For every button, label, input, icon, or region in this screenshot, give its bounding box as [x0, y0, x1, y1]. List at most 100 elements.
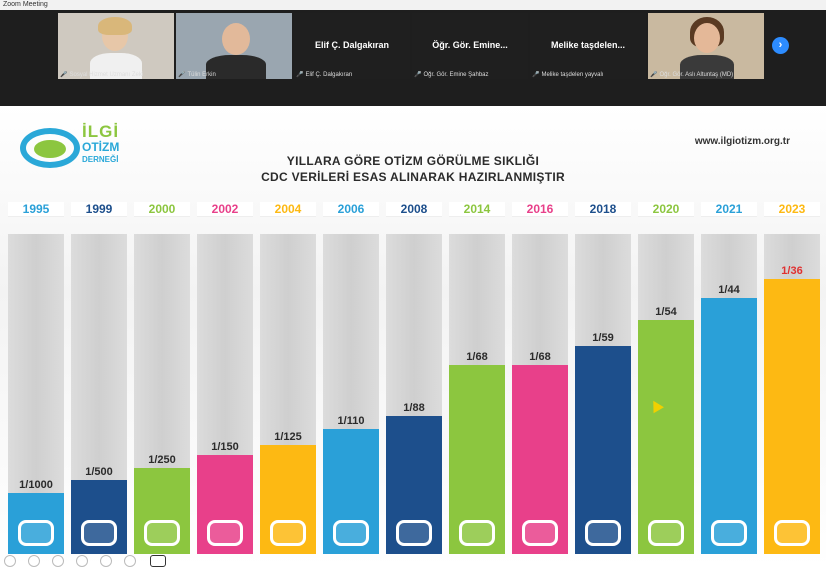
bar-column: 2004 1/125 [260, 202, 316, 554]
bar-track: 1/59 [575, 234, 631, 554]
bar-track: 1/54 [638, 234, 694, 554]
mic-muted-icon: 🎤 [60, 72, 68, 78]
bar-value-label: 1/68 [529, 351, 551, 363]
bar [134, 468, 190, 554]
logo-text-otizm: OTİZM [82, 140, 120, 154]
toolbar-button[interactable] [4, 555, 16, 567]
bar-value-label: 1/36 [781, 265, 803, 277]
year-label: 1995 [8, 202, 64, 217]
bar-column: 2000 1/250 [134, 202, 190, 554]
bar-track: 1/110 [323, 234, 379, 554]
participant-caption: 🎤 Tülin Erkin [178, 72, 216, 78]
bar [323, 429, 379, 554]
year-label: 2018 [575, 202, 631, 217]
toolbar-button[interactable] [28, 555, 40, 567]
toolbar-button[interactable] [76, 555, 88, 567]
year-label: 2021 [701, 202, 757, 217]
year-label: 1999 [71, 202, 127, 217]
year-label: 2008 [386, 202, 442, 217]
bar-track: 1/500 [71, 234, 127, 554]
bar-pill-marker [585, 520, 621, 546]
bar-column: 2021 1/44 [701, 202, 757, 554]
logo: İLGİ OTİZM DERNEĞİ [20, 120, 138, 170]
bar-pill-marker [144, 520, 180, 546]
year-label: 2004 [260, 202, 316, 217]
window-title: Zoom Meeting [3, 1, 48, 8]
bar-pill-marker [711, 520, 747, 546]
participant-caption: 🎤 Öğr. Gör. Emine Şahbaz [414, 72, 489, 78]
bar-value-label: 1/150 [211, 441, 239, 453]
video-camera-icon[interactable] [150, 555, 166, 567]
participant-body [90, 53, 142, 79]
window-titlebar: Zoom Meeting [0, 0, 826, 10]
toolbar-button[interactable] [100, 555, 112, 567]
bar-value-label: 1/59 [592, 332, 614, 344]
bar-pill-marker [270, 520, 306, 546]
participant-tile[interactable]: Melike taşdelen... 🎤 Melike taşdelen yayv… [530, 13, 646, 79]
bar-value-label: 1/88 [403, 402, 425, 414]
bar [575, 346, 631, 554]
bar-value-label: 1/68 [466, 351, 488, 363]
bar-column: 1999 1/500 [71, 202, 127, 554]
bar-column: 2014 1/68 [449, 202, 505, 554]
bar-track: 1/68 [449, 234, 505, 554]
toolbar-button[interactable] [52, 555, 64, 567]
bar-track: 1/1000 [8, 234, 64, 554]
year-label: 2020 [638, 202, 694, 217]
year-label: 2016 [512, 202, 568, 217]
participant-caption: 🎤 Sosyal Hizmet Uzmanı Zeki [60, 72, 144, 78]
bar-pill-marker [18, 520, 54, 546]
bar-value-label: 1/1000 [19, 479, 53, 491]
bar [8, 493, 64, 554]
bar-column: 2006 1/110 [323, 202, 379, 554]
participant-tile[interactable]: Elif Ç. Dalgakıran 🎤 Elif Ç. Dalgakıran [294, 13, 410, 79]
bar-chart: 1995 1/1000 1999 1/500 2000 1/250 2002 1/150 200… [8, 202, 820, 562]
participant-tile[interactable]: 🎤 Sosyal Hizmet Uzmanı Zeki [58, 13, 174, 79]
mic-muted-icon: 🎤 [296, 72, 304, 78]
participant-caption: 🎤 Melike taşdelen yayvalı [532, 72, 604, 78]
bar [449, 365, 505, 554]
mic-muted-icon: 🎤 [178, 72, 186, 78]
bar-pill-marker [522, 520, 558, 546]
mic-muted-icon: 🎤 [414, 72, 422, 78]
bar-value-label: 1/110 [337, 415, 365, 427]
participant-caption: 🎤 Elif Ç. Dalgakıran [296, 72, 353, 78]
next-page-button[interactable]: › [772, 37, 789, 54]
participant-tile[interactable]: 🎤 Tülin Erkin [176, 13, 292, 79]
bar [638, 320, 694, 554]
bar-column: 2018 1/59 [575, 202, 631, 554]
participant-tile[interactable]: 🎤 Öğr. Gör. Aslı Altuntaş (MD) [648, 13, 764, 79]
bar [764, 279, 820, 554]
bar [71, 480, 127, 554]
bar [197, 455, 253, 554]
logo-text-ilgi: İLGİ [82, 122, 120, 141]
bar-pill-marker [774, 520, 810, 546]
participant-name: Öğr. Gör. Emine... [432, 40, 508, 50]
participant-face [694, 23, 720, 53]
bar-track: 1/150 [197, 234, 253, 554]
logo-ring [20, 128, 80, 168]
participant-strip: 🎤 Sosyal Hizmet Uzmanı Zeki 🎤 Tülin Erkin … [0, 10, 826, 106]
participant-tile[interactable]: Öğr. Gör. Emine... 🎤 Öğr. Gör. Emine Şahb… [412, 13, 528, 79]
bar-track: 1/36 [764, 234, 820, 554]
bar-value-label: 1/54 [655, 306, 677, 318]
bar-track: 1/88 [386, 234, 442, 554]
chevron-right-icon: › [778, 39, 783, 51]
bar [386, 416, 442, 554]
bar-pill-marker [333, 520, 369, 546]
year-label: 2002 [197, 202, 253, 217]
mic-muted-icon: 🎤 [650, 72, 658, 78]
mic-muted-icon: 🎤 [532, 72, 540, 78]
participant-body [680, 55, 734, 79]
bar-column: 1995 1/1000 [8, 202, 64, 554]
toolbar-button[interactable] [124, 555, 136, 567]
year-label: 2006 [323, 202, 379, 217]
participant-name: Elif Ç. Dalgakıran [314, 40, 390, 50]
website-url: www.ilgiotizm.org.tr [694, 136, 790, 147]
bottom-toolbar [0, 553, 180, 569]
bar-value-label: 1/250 [148, 454, 176, 466]
bar-column: 2020 1/54 [638, 202, 694, 554]
bar-track: 1/250 [134, 234, 190, 554]
bar-column: 2016 1/68 [512, 202, 568, 554]
